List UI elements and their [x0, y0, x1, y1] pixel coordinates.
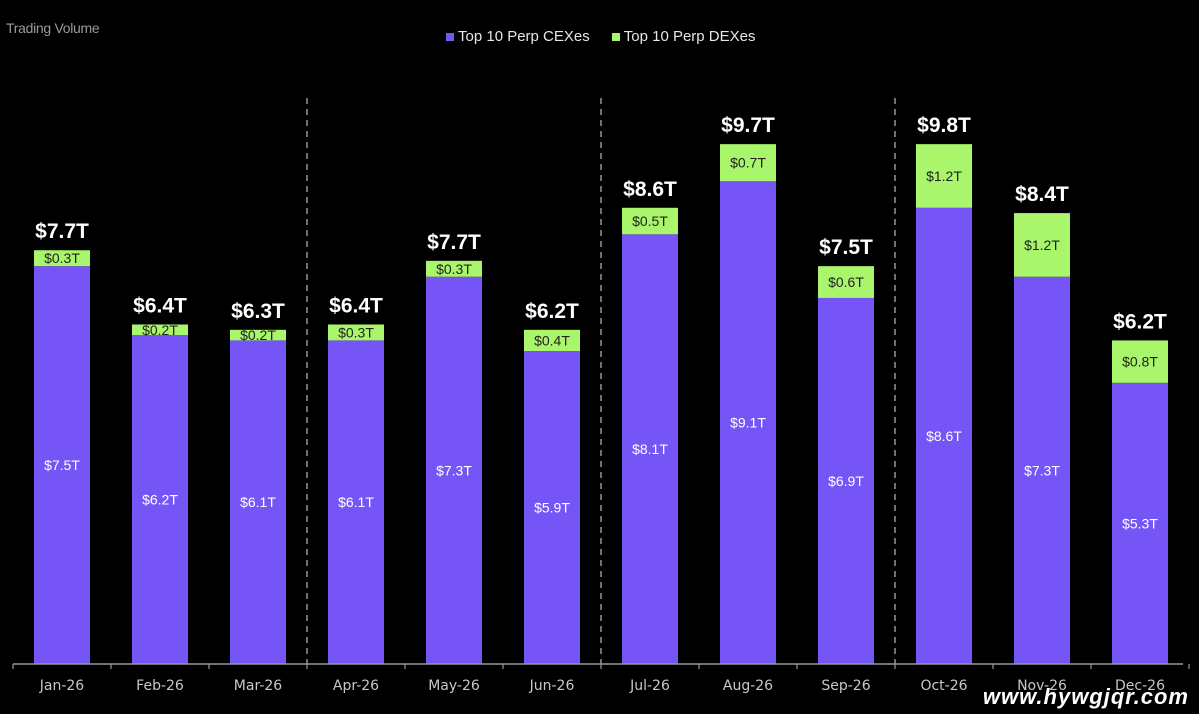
bar-cex	[916, 207, 972, 665]
data-label-dex: $0.2T	[240, 327, 276, 343]
x-tick-label: Sep-26	[821, 678, 870, 694]
data-label-cex: $8.6T	[926, 428, 962, 444]
data-label-cex: $6.1T	[338, 494, 374, 510]
total-label: $6.2T	[525, 300, 579, 323]
chart-title: Trading Volume	[6, 20, 100, 36]
bar-cex	[230, 340, 286, 664]
total-label: $8.6T	[623, 178, 677, 201]
legend-swatch-dex	[611, 32, 620, 41]
data-label-dex: $0.3T	[436, 261, 472, 277]
data-label-dex: $0.2T	[142, 322, 178, 338]
x-tick-label: Aug-26	[723, 678, 773, 694]
legend-swatch-cex	[446, 32, 454, 41]
bar-dex	[916, 144, 972, 208]
data-label-dex: $0.6T	[828, 274, 864, 290]
legend-label-dex: Top 10 Perp DEXes	[623, 28, 756, 45]
total-label: $7.7T	[427, 231, 481, 254]
watermark: www.hywgjqr.com	[982, 684, 1189, 709]
data-label-cex: $9.1T	[730, 415, 766, 431]
bar-cex	[1014, 276, 1070, 664]
bar-cex	[818, 297, 874, 664]
bar-cex	[426, 276, 482, 664]
data-label-cex: $6.1T	[240, 494, 276, 510]
bar-dex	[524, 329, 580, 352]
data-label-cex: $7.3T	[1024, 462, 1060, 478]
legend-label-cex: Top 10 Perp CEXes	[458, 28, 590, 45]
data-label-cex: $5.9T	[534, 500, 570, 516]
total-label: $6.4T	[329, 294, 383, 317]
data-label-dex: $0.3T	[44, 250, 80, 266]
bar-cex	[524, 351, 580, 664]
data-label-cex: $7.5T	[44, 457, 80, 473]
total-label: $8.4T	[1015, 183, 1069, 206]
data-label-dex: $1.2T	[926, 168, 962, 184]
data-label-cex: $5.3T	[1122, 515, 1158, 531]
x-tick-label: May-26	[428, 678, 480, 694]
bar-dex	[426, 260, 482, 277]
bar-cex	[328, 340, 384, 664]
data-label-dex: $0.4T	[534, 332, 570, 348]
bar-cex	[132, 335, 188, 664]
data-label-dex: $0.5T	[632, 213, 668, 229]
bar-dex	[34, 250, 90, 267]
data-label-cex: $7.3T	[436, 462, 472, 478]
x-tick-label: Nov-26	[1017, 678, 1067, 694]
x-tick-label: Feb-26	[136, 678, 184, 694]
legend-item-dex: Top 10 Perp DEXes	[611, 28, 756, 45]
data-label-dex: $1.2T	[1024, 237, 1060, 253]
bar-dex	[230, 329, 286, 341]
data-label-cex: $8.1T	[632, 441, 668, 457]
total-label: $9.7T	[721, 114, 775, 137]
total-label: $9.8T	[917, 114, 971, 137]
bar-dex	[1014, 213, 1070, 277]
total-label: $6.2T	[1113, 310, 1167, 333]
total-label: $6.4T	[133, 294, 187, 317]
data-label-dex: $0.7T	[730, 155, 766, 171]
total-label: $7.5T	[819, 236, 873, 259]
bar-dex	[818, 266, 874, 298]
bar-dex	[328, 324, 384, 341]
bar-dex	[1112, 340, 1168, 383]
bar-dex	[720, 144, 776, 182]
legend-item-cex: Top 10 Perp CEXes	[446, 28, 590, 45]
x-tick-label: Dec-26	[1115, 678, 1165, 694]
total-label: $6.3T	[231, 300, 285, 323]
x-tick-label: Oct-26	[920, 678, 967, 694]
bar-dex	[622, 207, 678, 235]
data-label-cex: $6.9T	[828, 473, 864, 489]
bar-cex	[34, 266, 90, 664]
bar-cex	[720, 181, 776, 664]
x-tick-label: Mar-26	[234, 678, 282, 694]
x-tick-label: Jun-26	[529, 678, 575, 694]
data-label-dex: $0.3T	[338, 324, 374, 340]
x-tick-label: Jan-26	[39, 678, 85, 694]
x-tick-label: Jul-26	[629, 678, 670, 694]
legend: Top 10 Perp CEXes Top 10 Perp DEXes	[446, 28, 756, 45]
data-label-cex: $6.2T	[142, 492, 178, 508]
bar-dex	[132, 324, 188, 336]
bar-cex	[622, 234, 678, 665]
total-label: $7.7T	[35, 220, 89, 243]
data-label-dex: $0.8T	[1122, 354, 1158, 370]
x-tick-label: Apr-26	[333, 678, 379, 694]
bar-cex	[1112, 382, 1168, 664]
